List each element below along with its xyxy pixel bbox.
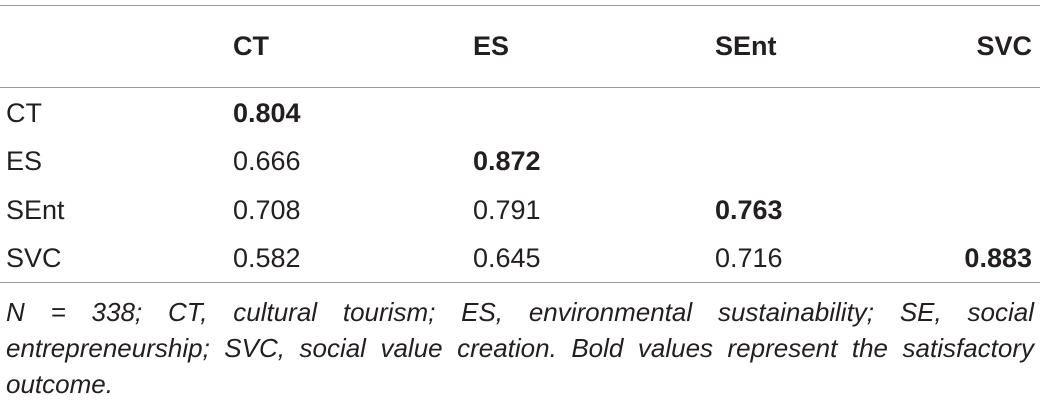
- table-cell: 0.645: [473, 243, 541, 274]
- row-label: ES: [6, 146, 43, 177]
- table-cell: 0.872: [473, 146, 541, 177]
- table-cell: 0.804: [233, 97, 301, 128]
- top-rule: [0, 5, 1040, 6]
- table-row: CT 0.804: [0, 87, 1040, 138]
- header-cell-blank: [0, 6, 233, 87]
- table-cell: 0.716: [715, 243, 783, 274]
- table-row: SVC 0.582 0.645 0.716 0.883: [0, 235, 1040, 284]
- header-rule: [0, 87, 1040, 88]
- correlation-table: CT ES SEnt SVC CT 0.804 ES 0.666 0.872: [0, 6, 1040, 283]
- row-label: SVC: [6, 243, 62, 274]
- table-cell: [895, 87, 1040, 138]
- table-cell: [715, 87, 895, 138]
- header-cell-es: ES: [473, 31, 510, 61]
- table-cell: 0.708: [233, 194, 301, 225]
- row-label: CT: [6, 97, 42, 128]
- header-cell-sent: SEnt: [715, 31, 777, 61]
- table-cell: [895, 138, 1040, 187]
- header-row: CT ES SEnt SVC: [0, 6, 1040, 87]
- table-cell: [895, 186, 1040, 235]
- header-cell-svc: SVC: [976, 31, 1032, 61]
- table-row: SEnt 0.708 0.791 0.763: [0, 186, 1040, 235]
- table-cell: 0.763: [715, 194, 783, 225]
- table-cell: 0.582: [233, 243, 301, 274]
- table-row: ES 0.666 0.872: [0, 138, 1040, 187]
- bottom-rule: [0, 282, 1040, 283]
- table-footnote: N = 338; CT, cultural tourism; ES, envir…: [6, 297, 1034, 399]
- header-cell-ct: CT: [233, 31, 269, 61]
- table-cell: 0.791: [473, 194, 541, 225]
- row-label: SEnt: [6, 194, 65, 225]
- table-cell: 0.883: [964, 243, 1032, 274]
- table-cell: 0.666: [233, 146, 301, 177]
- table-cell: [715, 138, 895, 187]
- table-cell: [473, 87, 715, 138]
